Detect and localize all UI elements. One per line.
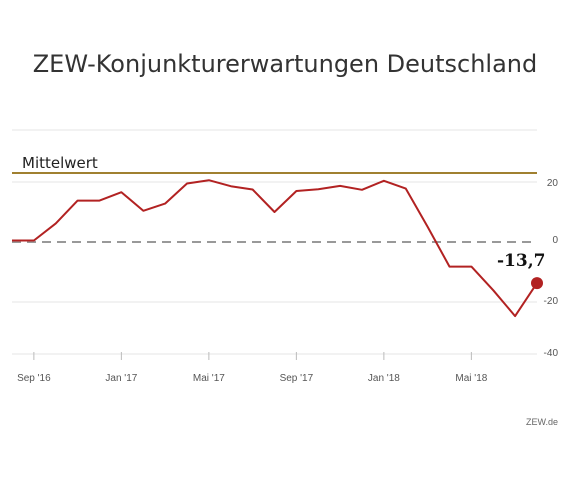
x-tick-label: Jan '18 — [368, 373, 400, 384]
series-line — [12, 179, 538, 318]
last-value-label: -13,7 — [497, 251, 545, 271]
x-axis: Sep '16 Jan '17 Mai '17 Sep '17 Jan '18 Mai '… — [17, 352, 488, 384]
y-axis: 20 0 -20 -40 — [544, 178, 559, 359]
mean-line-group: Mittelwert — [12, 154, 537, 174]
y-tick-label: 0 — [552, 235, 558, 246]
chart-title: ZEW-Konjunkturerwartungen Deutschland — [32, 50, 538, 78]
series-group — [12, 179, 538, 318]
grid-lines — [12, 129, 537, 355]
source-label: ZEW.de — [525, 417, 558, 427]
x-tick-label: Mai '17 — [193, 373, 225, 384]
y-tick-label: 20 — [547, 178, 559, 189]
annotation-group: -13,7 — [497, 251, 545, 290]
x-tick-label: Mai '18 — [455, 373, 487, 384]
x-tick-label: Sep '16 — [17, 373, 51, 384]
y-tick-label: -40 — [544, 348, 559, 359]
x-tick-label: Sep '17 — [280, 373, 314, 384]
mean-line-label: Mittelwert — [22, 154, 98, 172]
last-value-marker — [531, 277, 543, 290]
x-tick-label: Jan '17 — [105, 373, 137, 384]
y-tick-label: -20 — [544, 296, 559, 307]
